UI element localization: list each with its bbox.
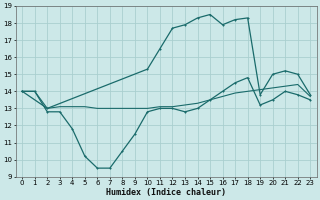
X-axis label: Humidex (Indice chaleur): Humidex (Indice chaleur) — [106, 188, 226, 197]
